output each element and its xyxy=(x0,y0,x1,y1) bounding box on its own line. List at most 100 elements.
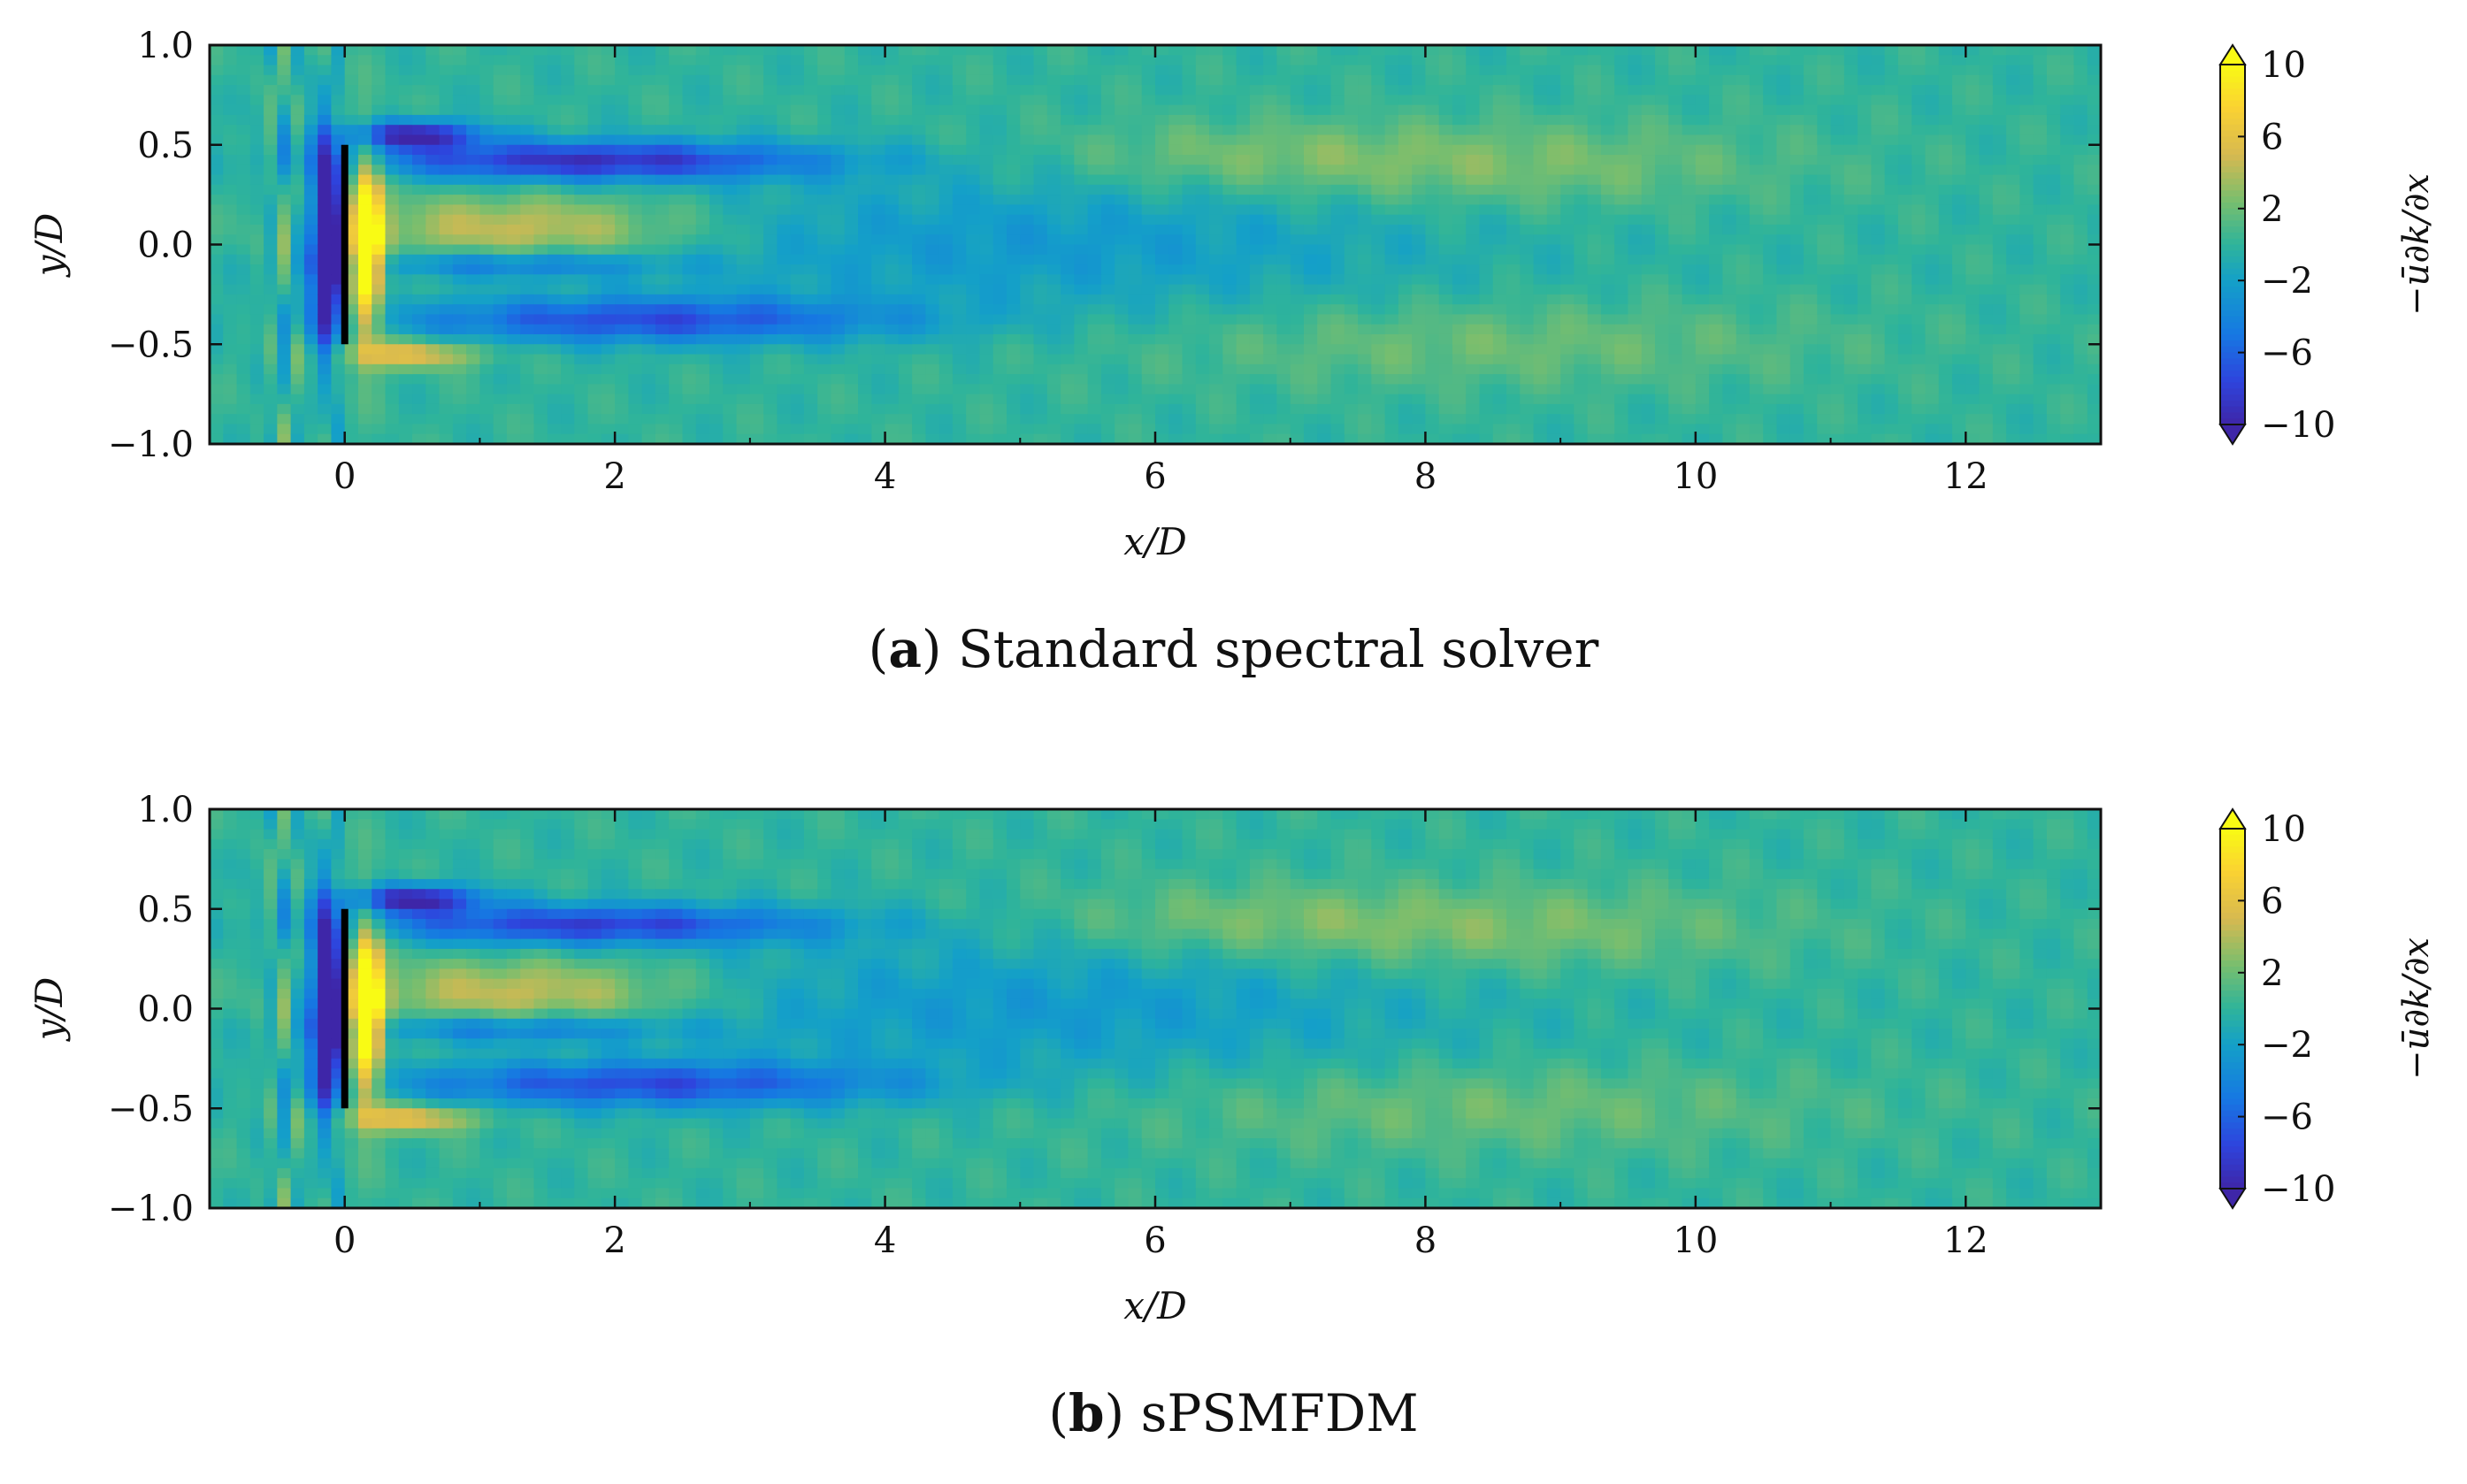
heatmap-cell xyxy=(331,45,346,57)
heatmap-cell xyxy=(709,224,724,236)
heatmap-cell xyxy=(1033,174,1048,186)
heatmap-cell xyxy=(885,65,900,76)
heatmap-cell xyxy=(763,184,778,195)
heatmap-cell xyxy=(1398,134,1413,146)
heatmap-cell xyxy=(1871,95,1886,106)
heatmap-cell xyxy=(1587,55,1602,66)
heatmap-cell xyxy=(412,134,427,146)
heatmap-cell xyxy=(1330,195,1345,206)
heatmap-cell xyxy=(912,354,927,365)
heatmap-cell xyxy=(1655,45,1670,57)
heatmap-cell xyxy=(1843,254,1858,265)
heatmap-cell xyxy=(1100,65,1115,76)
heatmap-cell xyxy=(264,264,279,276)
heatmap-cell xyxy=(533,104,548,116)
heatmap-cell xyxy=(844,433,859,445)
heatmap-cell xyxy=(1236,274,1251,286)
heatmap-cell xyxy=(1020,374,1035,386)
heatmap-cell xyxy=(439,55,454,66)
heatmap-cell xyxy=(1344,244,1359,256)
heatmap-cell xyxy=(303,274,318,286)
heatmap-cell xyxy=(344,324,359,335)
heatmap-cell xyxy=(318,304,333,316)
heatmap-cell xyxy=(790,344,805,356)
heatmap-cell xyxy=(803,224,819,236)
heatmap-cell xyxy=(966,184,981,195)
heatmap-cell xyxy=(723,134,738,146)
heatmap-cell xyxy=(1195,384,1210,395)
heatmap-cell xyxy=(506,164,522,176)
heatmap-cell xyxy=(817,354,832,365)
heatmap-cell xyxy=(574,274,589,286)
heatmap-cell xyxy=(1546,234,1561,246)
heatmap-cell xyxy=(1709,174,1724,186)
heatmap-cell xyxy=(1871,284,1886,295)
heatmap-cell xyxy=(992,65,1007,76)
heatmap-cell xyxy=(466,155,481,166)
heatmap-cell xyxy=(831,174,846,186)
heatmap-cell xyxy=(1452,294,1467,305)
heatmap-cell xyxy=(723,65,738,76)
heatmap-cell xyxy=(1574,333,1589,346)
heatmap-cell xyxy=(723,45,738,57)
heatmap-cell xyxy=(493,304,508,316)
heatmap-cell xyxy=(466,244,481,256)
heatmap-cell xyxy=(1236,74,1251,86)
heatmap-cell xyxy=(790,184,805,195)
heatmap-cell xyxy=(1330,134,1345,146)
heatmap-cell xyxy=(1438,254,1453,265)
heatmap-cell xyxy=(1533,414,1548,425)
heatmap-cell xyxy=(303,344,318,356)
heatmap-cell xyxy=(439,314,454,325)
heatmap-cell xyxy=(709,164,724,176)
heatmap-cell xyxy=(1290,254,1305,265)
heatmap-cell xyxy=(1655,65,1670,76)
heatmap-cell xyxy=(1303,403,1319,415)
heatmap-cell xyxy=(344,195,359,206)
heatmap-cell xyxy=(912,284,927,295)
heatmap-cell xyxy=(1520,424,1535,435)
heatmap-cell xyxy=(1668,184,1683,195)
heatmap-cell xyxy=(1763,433,1778,445)
heatmap-cell xyxy=(1682,234,1697,246)
heatmap-cell xyxy=(1830,85,1845,96)
heatmap-cell xyxy=(1168,104,1184,116)
heatmap-cell xyxy=(264,274,279,286)
heatmap-cell xyxy=(682,424,697,435)
heatmap-cell xyxy=(1195,174,1210,186)
heatmap-cell xyxy=(601,264,616,276)
heatmap-cell xyxy=(844,354,859,365)
heatmap-cell xyxy=(1236,45,1251,57)
heatmap-cell xyxy=(749,363,764,375)
heatmap-cell xyxy=(1817,195,1832,206)
heatmap-cell xyxy=(898,174,913,186)
heatmap-cell xyxy=(398,74,413,86)
heatmap-cell xyxy=(236,363,251,375)
heatmap-cell xyxy=(803,214,819,226)
heatmap-cell xyxy=(290,164,305,176)
heatmap-cell xyxy=(1722,144,1737,156)
heatmap-cell xyxy=(655,244,670,256)
heatmap-cell xyxy=(1358,374,1373,386)
heatmap-cell xyxy=(1574,164,1589,176)
heatmap-cell xyxy=(264,85,279,96)
heatmap-cell xyxy=(290,114,305,126)
heatmap-cell xyxy=(1817,414,1832,425)
heatmap-cell xyxy=(1871,85,1886,96)
heatmap-cell xyxy=(1061,374,1076,386)
heatmap-cell xyxy=(1546,55,1561,66)
heatmap-cell xyxy=(452,254,467,265)
heatmap-cell xyxy=(1722,85,1737,96)
heatmap-cell xyxy=(1249,224,1264,236)
heatmap-cell xyxy=(1817,224,1832,236)
heatmap-cell xyxy=(1479,264,1494,276)
heatmap-cell xyxy=(1843,45,1858,57)
heatmap-cell xyxy=(574,294,589,305)
heatmap-cell xyxy=(1655,155,1670,166)
heatmap-cell xyxy=(493,344,508,356)
heatmap-cell xyxy=(952,174,967,186)
heatmap-cell xyxy=(479,363,494,375)
heatmap-cell xyxy=(520,65,535,76)
heatmap-cell xyxy=(1195,394,1210,405)
heatmap-cell xyxy=(1249,174,1264,186)
